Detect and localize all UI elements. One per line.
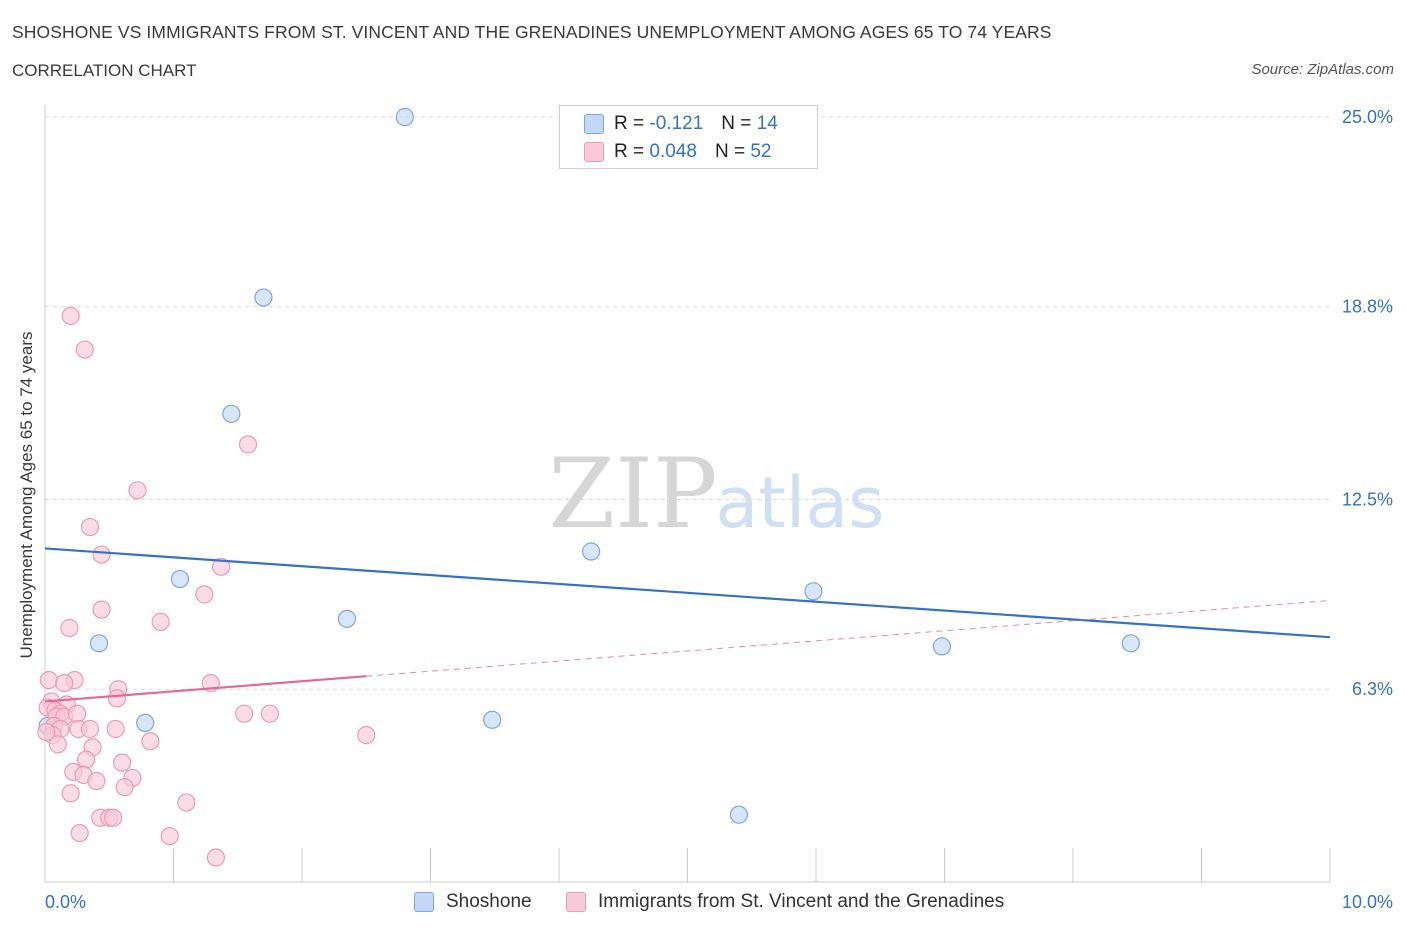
immigrants-point [92, 600, 111, 619]
immigrants-point [195, 585, 214, 604]
immigrants-point [61, 306, 80, 325]
legend-row-immigrants: R = 0.048 N = 52 [584, 140, 771, 164]
immigrants-point [70, 823, 89, 843]
immigrants-point [112, 753, 132, 772]
legend-r-value: 0.048 [649, 141, 697, 162]
immigrants-point [80, 517, 100, 537]
shoshone-point [395, 107, 414, 127]
immigrants-point [68, 704, 87, 723]
legend-n-value: 52 [750, 141, 772, 162]
legend-label: Immigrants from St. Vincent and the Gren… [598, 891, 1005, 912]
immigrants-point [357, 726, 376, 745]
immigrants-point [151, 612, 170, 632]
legend-r-value: -0.121 [649, 113, 704, 134]
pink-swatch-icon [566, 892, 586, 912]
blue-swatch-icon [414, 892, 434, 912]
immigrants-point [115, 778, 134, 797]
legend-n-label: N = [721, 113, 752, 134]
immigrants-point [106, 719, 125, 739]
watermark-atlas: atlas [715, 462, 884, 544]
shoshone-point [582, 542, 601, 561]
immigrants-point [104, 808, 123, 827]
y-tick-label: 6.3% [1352, 679, 1393, 699]
immigrants-point [87, 771, 106, 791]
immigrants-point [48, 735, 67, 754]
shoshone-point [804, 582, 823, 601]
immigrants-point [37, 722, 56, 742]
shoshone-point [483, 710, 502, 729]
legend-item-shoshone[interactable]: Shoshone [414, 889, 532, 915]
immigrants-point [160, 826, 179, 846]
x-tick-label: 10.0% [1342, 892, 1393, 912]
legend-r-label: R = [614, 113, 645, 134]
immigrants-point [77, 750, 96, 769]
shoshone-point [170, 569, 190, 589]
shoshone-trend-line [44, 547, 1331, 639]
source-credit: Source: ZipAtlas.com [1251, 61, 1394, 78]
chart-title: SHOSHONE VS IMMIGRANTS FROM ST. VINCENT … [12, 22, 1052, 42]
pink-swatch-icon [584, 142, 604, 162]
immigrants-point [61, 784, 80, 803]
legend-n-label: N = [714, 141, 746, 162]
watermark-zip: ZIP [548, 438, 717, 550]
immigrants-point [60, 618, 79, 638]
x-tick-label: 0.0% [45, 892, 86, 912]
legend-r-label: R = [614, 141, 645, 162]
immigrants-point [75, 340, 94, 359]
immigrants-point [80, 719, 100, 739]
immigrants-point [238, 435, 258, 454]
legend-row-shoshone: R = -0.121 N = 14 [584, 112, 778, 136]
legend-label: Shoshone [446, 891, 532, 912]
immigrants-point [260, 704, 279, 723]
shoshone-point [1121, 634, 1140, 653]
immigrants-point [92, 545, 111, 564]
shoshone-point [254, 288, 273, 307]
shoshone-point [729, 805, 749, 824]
immigrants-point [128, 481, 147, 500]
chart-subtitle: CORRELATION CHART [12, 61, 197, 80]
y-tick-label: 12.5% [1342, 490, 1393, 510]
immigrants-point [107, 689, 127, 708]
immigrants-point [39, 670, 58, 690]
legend-n-value: 14 [756, 113, 778, 134]
shoshone-point [932, 637, 952, 656]
y-tick-label: 25.0% [1342, 107, 1393, 127]
legend-item-immigrants[interactable]: Immigrants from St. Vincent and the Gren… [566, 889, 1004, 915]
immigrants-point [55, 673, 74, 693]
immigrants-point [211, 557, 231, 576]
immigrants-point [177, 793, 196, 812]
shoshone-point [136, 713, 155, 732]
correlation-legend: R = -0.121 N = 14 R = 0.048 N = 52 [559, 105, 818, 169]
y-tick-label: 18.8% [1342, 297, 1393, 317]
blue-swatch-icon [584, 114, 604, 134]
immigrants-point [141, 732, 160, 751]
immigrants-point [206, 848, 226, 867]
shoshone-point [337, 609, 357, 628]
immigrants-point [235, 704, 254, 723]
immigrants-trend-line [44, 675, 367, 703]
shoshone-point [89, 634, 109, 653]
shoshone-point [222, 404, 241, 423]
immigrants-trend-extension [366, 599, 1331, 677]
